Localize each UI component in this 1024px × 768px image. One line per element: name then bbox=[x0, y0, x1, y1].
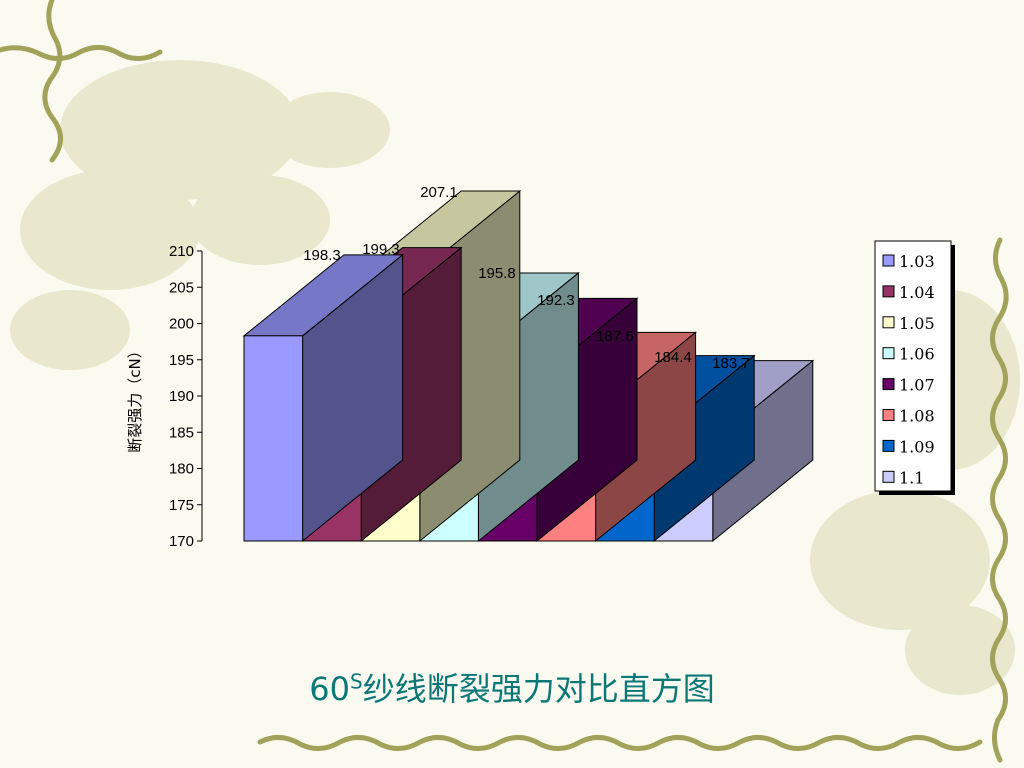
legend-label: 1.1 bbox=[899, 468, 924, 487]
y-tick-label: 185 bbox=[169, 424, 194, 441]
y-tick-label: 175 bbox=[169, 497, 194, 514]
legend-label: 1.04 bbox=[899, 283, 935, 302]
value-label: 207.1 bbox=[420, 184, 458, 201]
y-tick-label: 195 bbox=[169, 352, 194, 369]
title-text: 纱线断裂强力对比直方图 bbox=[362, 670, 715, 708]
bar-front bbox=[243, 335, 304, 542]
value-label: 199.3 bbox=[362, 241, 400, 258]
legend-swatch bbox=[882, 409, 895, 421]
legend-label: 1.09 bbox=[899, 437, 935, 456]
title-number: 60 bbox=[309, 670, 350, 708]
bars-layer bbox=[242, 189, 815, 543]
slide-title: 60S纱线断裂强力对比直方图 bbox=[0, 664, 1024, 710]
value-label: 183.7 bbox=[712, 355, 750, 372]
y-tick-label: 180 bbox=[169, 461, 194, 478]
value-labels: 198.3 199.3 207.1 195.8 192.3 187.6 184.4 183.7 bbox=[303, 184, 750, 372]
y-axis: 170 175 180 185 190 195 200 205 210 bbox=[169, 243, 203, 550]
legend-swatch bbox=[882, 378, 895, 391]
legend-swatch bbox=[882, 439, 895, 452]
y-tick-label: 200 bbox=[169, 316, 194, 333]
legend-label: 1.03 bbox=[899, 252, 935, 271]
legend: 1.03 1.04 1.05 1.06 1.07 1.08 1.09 1.1 bbox=[874, 240, 955, 495]
bar-1.03 bbox=[242, 253, 405, 543]
legend-swatch bbox=[882, 470, 895, 483]
y-tick-label: 170 bbox=[169, 533, 194, 550]
value-label: 184.4 bbox=[654, 349, 692, 366]
legend-label: 1.08 bbox=[899, 407, 935, 426]
legend-swatch bbox=[882, 254, 895, 267]
value-label: 187.6 bbox=[596, 328, 634, 345]
legend-swatch bbox=[882, 347, 895, 360]
title-superscript: S bbox=[350, 669, 363, 694]
value-label: 192.3 bbox=[537, 292, 575, 309]
value-label: 195.8 bbox=[478, 265, 516, 282]
legend-swatch bbox=[882, 285, 895, 298]
legend-swatch bbox=[882, 316, 895, 329]
y-tick-label: 205 bbox=[169, 279, 194, 296]
y-tick-label: 190 bbox=[169, 388, 194, 405]
legend-label: 1.07 bbox=[899, 376, 935, 395]
y-axis-label: 断裂强力（cN） bbox=[126, 343, 144, 452]
y-tick-label: 210 bbox=[169, 243, 194, 260]
value-label: 198.3 bbox=[303, 247, 341, 264]
legend-label: 1.06 bbox=[899, 345, 935, 364]
legend-label: 1.05 bbox=[899, 314, 935, 333]
